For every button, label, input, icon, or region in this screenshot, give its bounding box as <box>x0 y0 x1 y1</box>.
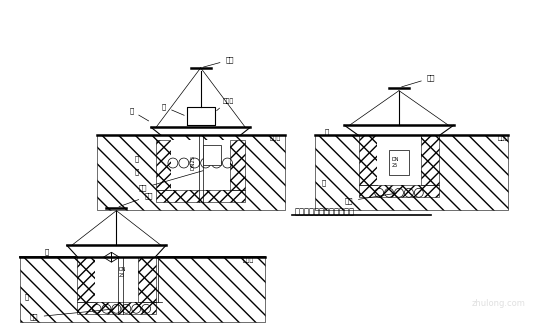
Text: 砾: 砾 <box>134 168 138 175</box>
Bar <box>360 135 377 185</box>
Text: DN
25: DN 25 <box>391 157 399 168</box>
Bar <box>377 135 421 185</box>
Text: 阀: 阀 <box>162 104 184 115</box>
Text: zhulong.com: zhulong.com <box>471 299 525 308</box>
Bar <box>156 140 171 190</box>
Text: DN
25: DN 25 <box>118 267 126 278</box>
Text: 砾石: 砾石 <box>30 309 114 320</box>
Text: 砾石: 砾石 <box>138 171 203 191</box>
Bar <box>95 257 138 302</box>
Text: DN25: DN25 <box>190 155 195 171</box>
Text: 电磁阀: 电磁阀 <box>217 98 234 111</box>
Text: 管帽: 管帽 <box>119 193 153 207</box>
Text: 沙: 沙 <box>24 294 29 301</box>
Bar <box>360 185 438 197</box>
Bar <box>77 302 156 314</box>
Text: 砾石: 砾石 <box>344 193 396 204</box>
Text: 沙: 沙 <box>321 180 326 186</box>
Text: 阀: 阀 <box>134 155 138 162</box>
Text: 地面线: 地面线 <box>242 258 254 263</box>
Bar <box>171 140 230 190</box>
Bar <box>230 140 245 190</box>
Text: 管帽: 管帽 <box>203 56 234 67</box>
Bar <box>156 190 245 202</box>
Text: 地面线: 地面线 <box>270 136 281 141</box>
Text: 取水阀安装及建水井示意图: 取水阀安装及建水井示意图 <box>295 208 355 216</box>
Bar <box>96 135 285 210</box>
Bar <box>77 257 95 302</box>
Bar <box>20 257 265 322</box>
Text: 柱: 柱 <box>129 108 149 121</box>
Text: 地面线: 地面线 <box>498 136 510 141</box>
Text: 柱: 柱 <box>325 128 329 135</box>
Bar <box>421 135 438 185</box>
Bar <box>203 145 221 165</box>
Bar <box>389 150 409 175</box>
Bar <box>138 257 156 302</box>
Text: 柱: 柱 <box>45 248 49 255</box>
Text: 管帽: 管帽 <box>402 75 435 87</box>
Bar <box>315 135 508 210</box>
